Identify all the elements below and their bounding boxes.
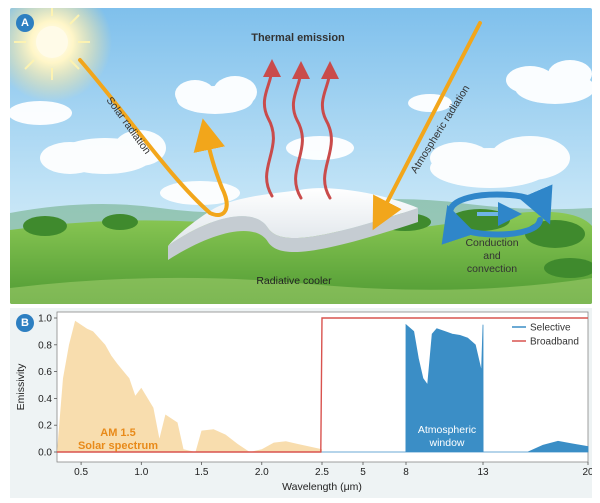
legend-label-broadband: Broadband [530,337,579,348]
atmospheric-window-label-line2: window [428,437,464,449]
emissivity-chart: 0.00.20.40.60.81.00.5 1.0 1.5 2.0 2.5 5 8 13 20 … [10,308,594,498]
atmospheric-radiation-arrow [372,21,482,231]
selective-series [57,323,589,453]
thermal-emission-label: Thermal emission [251,32,345,44]
chart-legend: Selective Broadband [512,323,579,348]
sun-icon [10,8,112,102]
x-tick-label: 8 [403,467,409,478]
x-tick-label: 1.5 [195,467,209,478]
panel-a-badge: A [16,14,34,32]
solar-spectrum-layer [57,320,322,452]
conduction-label-line3: convection [467,263,517,275]
atmospheric-window-label-line1: Atmospheric [418,424,476,436]
am15-label-line1: AM 1.5 [100,427,135,439]
conduction-label-line2: and [483,250,501,262]
thermal-emission-arrows [262,59,339,200]
axis-layer: 0.0 0.2 0.4 0.6 0.8 1.0 0.5 1.0 1.5 2.0 2.5 5 8 13 20 [38,314,594,479]
broadband-series [57,317,588,453]
x-axis-label: Wavelength (μm) [282,481,362,493]
am15-label-line2: Solar spectrum [78,440,158,452]
panel-a-illustration: Thermal emission Solar radiation Atmosph… [10,8,592,304]
solar-spectrum-area [57,320,322,452]
x-tick-label: 5 [360,467,366,478]
panel-b-badge: B [16,314,34,332]
legend-label-selective: Selective [530,323,571,334]
convection-arrows-icon [441,184,553,245]
x-tick-label: 20 [582,467,592,478]
x-tick-label: 0.5 [74,467,88,478]
y-tick-label: 0.4 [38,394,52,405]
y-axis-label: Emissivity [15,363,27,410]
x-tick-label: 2.5 [315,467,329,478]
y-tick-label: 0.8 [38,340,52,351]
y-tick-label: 0.2 [38,421,52,432]
x-tick-label: 1.0 [134,467,148,478]
field-path [10,277,592,304]
solar-radiation-arrow [78,58,229,217]
x-tick-label: 13 [477,467,489,478]
panel-a-scene: Thermal emission Solar radiation Atmosph… [10,8,592,304]
y-tick-label: 0.6 [38,367,52,378]
radiative-cooler-label: Radiative cooler [256,275,332,287]
y-tick-label: 0.0 [38,448,52,459]
radiative-cooler-slab [168,188,418,260]
x-tick-label: 2.0 [255,467,269,478]
series-layer [57,317,589,453]
y-tick-label: 1.0 [38,314,52,325]
conduction-label-line1: Conduction [465,237,518,249]
panel-b-chart: 0.0 0.2 0.4 0.6 0.8 1.0 0.5 1.0 1.5 2.0 2.5 5 8 13 20 … [10,308,594,498]
